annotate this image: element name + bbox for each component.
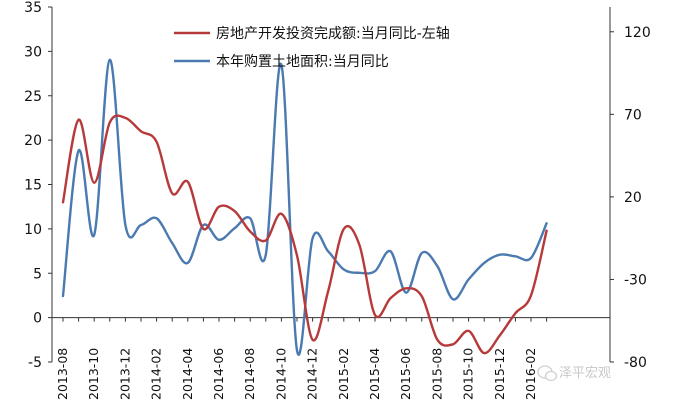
- x-tick-label: 2016-02: [523, 348, 538, 400]
- legend-label: 房地产开发投资完成额:当月同比-左轴: [216, 26, 450, 42]
- x-tick-label: 2014-08: [242, 348, 257, 400]
- x-tick-label: 2013-12: [117, 348, 132, 400]
- legend-label: 本年购置土地面积:当月同比: [216, 54, 389, 70]
- right-tick-label: 70: [624, 107, 642, 123]
- watermark: 泽平宏观: [537, 365, 611, 382]
- right-tick-label: 120: [624, 25, 651, 41]
- left-tick-label: 35: [24, 0, 42, 16]
- x-tick-label: 2014-10: [273, 348, 288, 400]
- left-tick-label: 0: [33, 311, 42, 327]
- left-tick-label: -5: [28, 355, 42, 371]
- series-lines: [61, 58, 548, 356]
- x-tick-label: 2013-10: [86, 348, 101, 400]
- right-tick-label: 20: [624, 190, 642, 206]
- x-tick-label: 2015-08: [429, 348, 444, 400]
- x-tick-label: 2014-12: [305, 348, 320, 400]
- x-tick-label: 2015-06: [398, 348, 413, 400]
- x-tick-label: 2015-04: [367, 348, 382, 400]
- left-tick-label: 10: [24, 222, 42, 238]
- x-tick-label: 2015-10: [461, 348, 476, 400]
- left-tick-label: 25: [24, 89, 42, 105]
- axes: -5 0 5 10 15 20 25 30 35 -80 -30 20 70 120 2013-08 2013…: [24, 0, 651, 400]
- wechat-icon: [537, 365, 558, 382]
- left-tick-label: 30: [24, 44, 42, 60]
- right-tick-label: -80: [624, 355, 647, 371]
- left-tick-label: 20: [24, 133, 42, 149]
- land-area-series-line: [61, 58, 548, 356]
- left-tick-label: 5: [33, 266, 42, 282]
- x-tick-label: 2014-06: [211, 348, 226, 400]
- x-tick-label: 2013-08: [55, 348, 70, 400]
- x-tick-label: 2015-02: [336, 348, 351, 400]
- investment-series-line: [61, 114, 548, 355]
- x-tick-label: 2014-04: [180, 348, 195, 400]
- right-tick-label: -30: [624, 272, 647, 288]
- left-tick-label: 15: [24, 178, 42, 194]
- x-tick-label: 2015-12: [492, 348, 507, 400]
- watermark-text: 泽平宏观: [559, 366, 611, 381]
- x-tick-label: 2014-02: [149, 348, 164, 400]
